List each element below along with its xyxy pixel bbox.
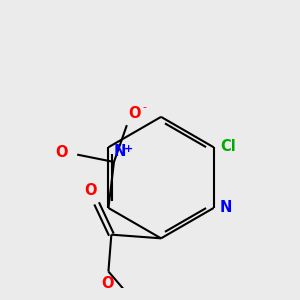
Text: +: + bbox=[124, 144, 134, 154]
Text: O: O bbox=[56, 145, 68, 160]
Text: O: O bbox=[129, 106, 141, 121]
Text: N: N bbox=[114, 144, 126, 159]
Text: -: - bbox=[143, 102, 147, 112]
Text: Cl: Cl bbox=[220, 139, 236, 154]
Text: O: O bbox=[101, 276, 114, 291]
Text: N: N bbox=[220, 200, 232, 215]
Text: O: O bbox=[84, 183, 96, 198]
